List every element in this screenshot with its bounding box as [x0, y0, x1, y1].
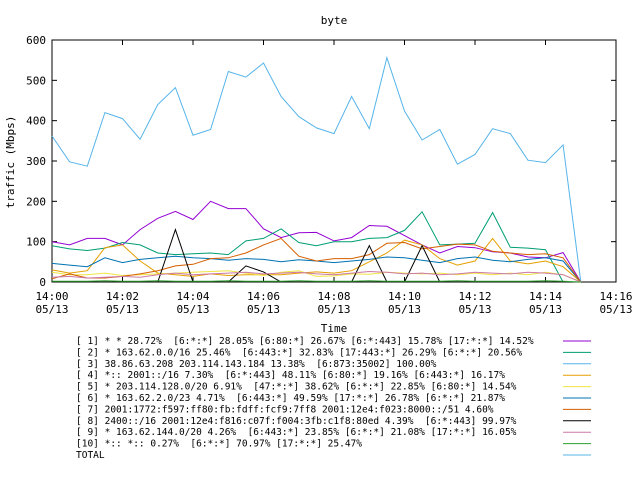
x-tick-label-date: 05/13 — [176, 303, 209, 316]
legend-label: [ 1] * * 28.72% [6:*:*] 28.05% [6:80:*] … — [76, 336, 534, 347]
series-line-3 — [51, 55, 582, 283]
series-line-1 — [51, 200, 582, 283]
series-line-2 — [51, 210, 581, 283]
legend-label: TOTAL — [76, 450, 105, 461]
x-tick-label-date: 05/13 — [529, 303, 562, 316]
x-tick-label-time: 14:12 — [458, 290, 491, 303]
legend-label: [ 4] *:: 2001::/16 7.30% [6:*:443] 48.11… — [76, 370, 505, 381]
y-tick-label: 400 — [26, 115, 46, 128]
x-tick-label-date: 05/13 — [458, 303, 491, 316]
x-tick-label-date: 05/13 — [388, 303, 421, 316]
x-tick-label-time: 14:08 — [317, 290, 350, 303]
legend-label: [ 5] * 203.114.128.0/20 6.91% [47:*:*] 3… — [76, 382, 517, 393]
legend-label: [ 3] 38.86.63.208 203.114.143.184 13.38%… — [76, 359, 437, 370]
series-line-7 — [51, 237, 582, 283]
chart-title: byte — [321, 14, 348, 27]
series-line-8 — [52, 228, 581, 283]
legend-label: [ 8] 2400::/16 2001:12e4:f816:c07f:f004:… — [76, 416, 517, 427]
y-tick-label: 600 — [26, 34, 46, 47]
y-tick-label: 100 — [26, 236, 46, 249]
legend-label: [ 6] * 163.62.2.0/23 4.71% [6:443:*] 49.… — [76, 393, 505, 404]
y-axis-label: traffic (Mbps) — [4, 116, 17, 209]
x-tick-label-time: 14:10 — [388, 290, 421, 303]
legend: [ 1] * * 28.72% [6:*:*] 28.05% [6:80:*] … — [76, 336, 591, 461]
series-line-9 — [51, 270, 581, 283]
x-tick-label-date: 05/13 — [317, 303, 350, 316]
y-tick-label: 300 — [26, 155, 46, 168]
legend-label: [ 2] * 163.62.0.0/16 25.46% [6:443:*] 32… — [76, 347, 522, 358]
series-line-10 — [52, 280, 581, 283]
x-tick-label-date: 05/13 — [106, 303, 139, 316]
x-tick-label-time: 14:02 — [106, 290, 139, 303]
series-lines — [51, 55, 582, 283]
legend-label: [10] *:: *:: 0.27% [6:*:*] 70.97% [17:*:… — [76, 439, 362, 450]
x-axis-label: Time — [321, 322, 348, 335]
series-line-5 — [51, 270, 581, 283]
y-tick-label: 500 — [26, 74, 46, 87]
y-axis-ticks: 0 100 200 300 400 500 600 — [26, 34, 616, 289]
x-tick-label-time: 14:16 — [599, 290, 632, 303]
series-line-4 — [51, 237, 582, 283]
legend-label: [ 7] 2001:1772:f597:ff80:fb:fdff:fcf9:7f… — [76, 404, 494, 415]
x-tick-label-time: 14:00 — [35, 290, 68, 303]
legend-label: [ 9] * 163.62.144.0/20 4.26% [6:443:*] 2… — [76, 427, 517, 438]
series-line-6 — [51, 255, 582, 283]
y-tick-label: 200 — [26, 195, 46, 208]
x-tick-label-date: 05/13 — [599, 303, 632, 316]
x-tick-label-time: 14:06 — [247, 290, 280, 303]
y-tick-label: 0 — [39, 276, 46, 289]
x-tick-label-time: 14:04 — [176, 290, 209, 303]
x-tick-label-date: 05/13 — [247, 303, 280, 316]
x-tick-label-time: 14:14 — [529, 290, 562, 303]
x-axis-ticks: 14:0005/1314:0205/1314:0405/1314:0605/13… — [35, 40, 633, 316]
x-tick-label-date: 05/13 — [35, 303, 68, 316]
